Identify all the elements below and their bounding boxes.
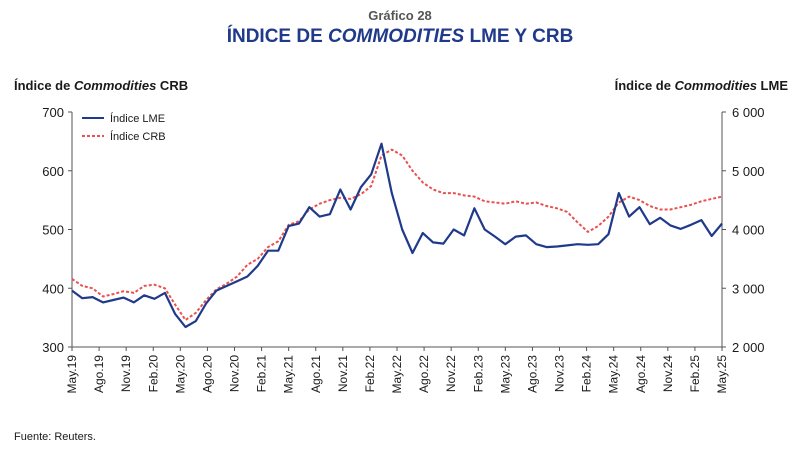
x-tick-label: Feb.24	[580, 355, 594, 393]
left-y-tick-label: 500	[42, 223, 64, 238]
crb-series-line	[71, 148, 723, 321]
legend-label: Índice LME	[110, 112, 165, 125]
x-tick-label: May.23	[498, 355, 512, 394]
left-y-tick-label: 700	[42, 105, 64, 120]
figure-title-part2: LME Y CRB	[464, 26, 574, 47]
right-axis-title-italic: Commodities	[674, 78, 757, 93]
x-tick-label: Ago.23	[525, 355, 539, 393]
left-axis-title-part1: Índice de	[14, 78, 74, 93]
x-tick-label: May.24	[607, 355, 621, 394]
left-axis-title-italic: Commodities	[73, 78, 157, 93]
legend-label: Índice CRB	[110, 130, 166, 143]
x-tick-label: Ago.20	[200, 355, 214, 393]
x-tick-label: Feb.21	[255, 355, 269, 393]
right-y-tick-label: 2 000	[732, 340, 765, 355]
x-tick-label: May.21	[282, 355, 296, 394]
x-tick-label: Ago.19	[92, 355, 106, 393]
x-tick-label: Nov.22	[444, 355, 458, 392]
left-y-tick-label: 600	[42, 164, 64, 179]
left-y-tick-label: 300	[42, 340, 64, 355]
figure-number-label: Gráfico 28	[368, 8, 432, 23]
right-y-tick-label: 6 000	[732, 105, 765, 120]
left-axis-title: Índice de Commodities CRB	[14, 78, 188, 93]
right-y-tick-label: 3 000	[732, 281, 765, 296]
x-tick-label: Feb.20	[146, 355, 160, 393]
right-y-tick-label: 5 000	[732, 164, 765, 179]
x-tick-label: Nov.24	[661, 355, 675, 392]
source-note: Fuente: Reuters.	[14, 431, 96, 443]
x-tick-label: Nov.23	[553, 355, 567, 392]
x-tick-label: May.22	[390, 355, 404, 394]
figure-title-part1: ÍNDICE DE	[226, 26, 329, 47]
x-tick-label: Feb.25	[688, 355, 702, 393]
x-tick-label: Nov.20	[228, 355, 242, 392]
lme-series-line	[71, 142, 723, 329]
x-tick-label: Feb.22	[363, 355, 377, 393]
left-axis-title-part2: CRB	[156, 78, 189, 93]
x-tick-label: May.20	[173, 355, 187, 394]
right-axis-title-part1: Índice de	[614, 78, 675, 93]
x-tick-label: May.19	[65, 355, 79, 394]
x-tick-label: Nov.19	[119, 355, 133, 392]
left-y-tick-label: 400	[42, 281, 64, 296]
right-axis-title-part2: LME	[756, 78, 788, 93]
x-tick-label: Ago.22	[417, 355, 431, 393]
x-tick-label: May.25	[715, 355, 729, 394]
figure-title-italic: COMMODITIES	[328, 26, 465, 47]
right-axis-title: Índice de Commodities LME	[615, 78, 788, 93]
right-y-tick-label: 4 000	[732, 223, 765, 238]
x-tick-label: Ago.24	[634, 355, 648, 393]
x-tick-label: Feb.23	[471, 355, 485, 393]
figure-title: ÍNDICE DE COMMODITIES LME Y CRB	[0, 26, 800, 48]
x-tick-label: Ago.21	[309, 355, 323, 393]
x-tick-label: Nov.21	[336, 355, 350, 392]
